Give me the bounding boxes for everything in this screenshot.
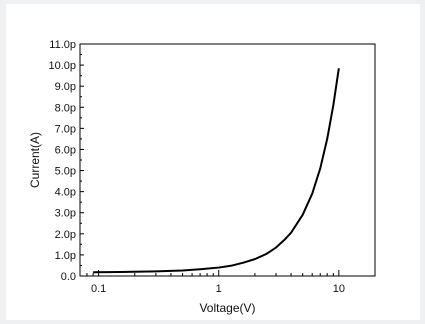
- y-tick-label: 3.0p: [55, 208, 76, 220]
- y-tick-label: 7.0p: [55, 123, 76, 135]
- y-tick-label: 5.0p: [55, 166, 76, 178]
- iv-curve-chart: 0.0 1.0p 2.0p 3.0p 4.0p 5.0p 6.0p 7.0p 8.0p 9.0p 1…: [28, 39, 376, 315]
- y-tick-label: 6.0p: [55, 144, 76, 156]
- y-tick-label: 4.0p: [55, 187, 76, 199]
- y-tick-label: 10.0p: [48, 60, 76, 72]
- x-tick-label: 1: [216, 283, 222, 295]
- y-axis-title: Current(A): [28, 132, 42, 188]
- y-tick-label: 1.0p: [55, 250, 76, 262]
- y-tick-label: 0.0: [61, 271, 76, 283]
- y-tick-label: 11.0p: [49, 39, 76, 51]
- x-tick-label: 10: [333, 283, 345, 295]
- series-line: [93, 68, 340, 274]
- y-tick-label: 8.0p: [55, 102, 76, 114]
- x-tick-label: 0.1: [91, 283, 106, 295]
- y-tick-label: 9.0p: [55, 81, 76, 93]
- y-tick-label: 2.0p: [55, 229, 76, 241]
- plot-area-border: [79, 43, 376, 277]
- x-axis-title: Voltage(V): [199, 301, 255, 315]
- chart-frame: 0.0 1.0p 2.0p 3.0p 4.0p 5.0p 6.0p 7.0p 8.0p 9.0p 1…: [6, 4, 420, 320]
